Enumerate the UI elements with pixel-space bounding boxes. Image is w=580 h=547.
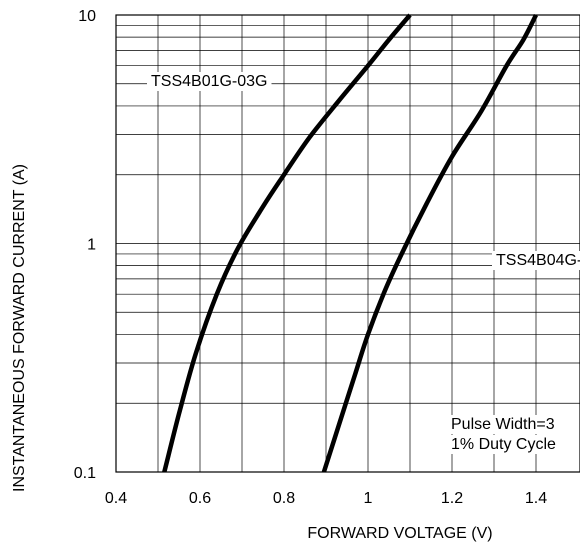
y-tick-label: 1: [87, 237, 96, 254]
annotations: TSS4B01G-03G TSS4B04G- Pulse Width=3 1% Dut…: [147, 72, 580, 454]
pulse-width-note: Pulse Width=3: [451, 416, 555, 433]
pulse-width-note-bg: [447, 415, 559, 434]
x-tick-label: 0.8: [273, 490, 295, 507]
series-line-2: [321, 13, 539, 473]
x-tick-label: 1.2: [441, 490, 463, 507]
series-label-2-bg: [492, 251, 580, 270]
y-axis-title: INSTANTANEOUS FORWARD CURRENT (A): [11, 164, 28, 492]
duty-cycle-note-bg: [447, 435, 561, 454]
grid-lines: [115, 14, 580, 473]
series-label-1: TSS4B01G-03G: [151, 73, 268, 90]
x-tick-label: 0.4: [105, 490, 127, 507]
x-tick-label: 1.4: [525, 490, 547, 507]
series-curves: [162, 13, 539, 473]
y-tick-label: 0.1: [74, 465, 96, 482]
x-axis-title: FORWARD VOLTAGE (V): [307, 525, 492, 542]
series-label-1-bg: [147, 72, 272, 91]
tick-labels: 0.4 0.6 0.8 1 1.2 1.4 0.1 1 10: [74, 8, 547, 507]
series-label-2: TSS4B04G-: [496, 252, 580, 269]
series-line-1: [162, 13, 412, 473]
y-tick-label: 10: [78, 8, 96, 25]
x-tick-label: 0.6: [189, 490, 211, 507]
duty-cycle-note: 1% Duty Cycle: [451, 436, 556, 453]
x-tick-label: 1: [364, 490, 373, 507]
